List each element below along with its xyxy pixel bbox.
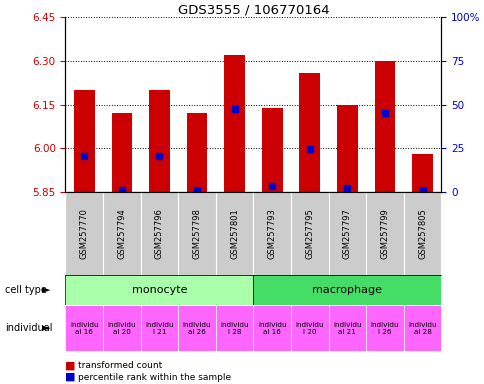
Bar	[365, 305, 403, 351]
Bar	[65, 192, 103, 275]
Text: individu
al 26: individu al 26	[182, 322, 211, 335]
Text: macrophage: macrophage	[312, 285, 381, 295]
Bar	[186, 113, 207, 192]
Bar	[178, 305, 215, 351]
Bar	[253, 192, 290, 275]
Text: GSM257793: GSM257793	[267, 208, 276, 259]
Bar	[365, 192, 403, 275]
Text: GSM257805: GSM257805	[417, 208, 426, 259]
Bar	[149, 90, 169, 192]
Bar	[65, 305, 103, 351]
Bar	[411, 154, 432, 192]
Text: GSM257801: GSM257801	[229, 208, 239, 259]
Bar	[224, 55, 244, 192]
Text: GSM257794: GSM257794	[117, 208, 126, 259]
Bar	[403, 305, 440, 351]
Text: GSM257795: GSM257795	[304, 208, 314, 259]
Bar	[103, 305, 140, 351]
Bar	[253, 305, 290, 351]
Bar	[65, 275, 253, 305]
Bar	[336, 105, 357, 192]
Text: individu
l 28: individu l 28	[220, 322, 248, 335]
Text: monocyte: monocyte	[132, 285, 187, 295]
Text: ►: ►	[42, 323, 50, 333]
Bar	[290, 192, 328, 275]
Bar	[140, 192, 178, 275]
Bar	[261, 108, 282, 192]
Bar	[374, 61, 394, 192]
Text: individu
al 16: individu al 16	[257, 322, 286, 335]
Text: percentile rank within the sample: percentile rank within the sample	[77, 372, 230, 382]
Bar	[299, 73, 319, 192]
Text: GSM257799: GSM257799	[379, 208, 389, 259]
Text: GSM257798: GSM257798	[192, 208, 201, 259]
Bar	[103, 192, 140, 275]
Title: GDS3555 / 106770164: GDS3555 / 106770164	[177, 3, 329, 16]
Text: individu
l 21: individu l 21	[145, 322, 173, 335]
Text: GSM257770: GSM257770	[79, 208, 89, 259]
Text: individu
al 21: individu al 21	[333, 322, 361, 335]
Text: ■: ■	[65, 361, 76, 371]
Text: cell type: cell type	[5, 285, 46, 295]
Bar	[253, 275, 440, 305]
Text: individu
l 26: individu l 26	[370, 322, 398, 335]
Text: individu
l 20: individu l 20	[295, 322, 323, 335]
Bar	[215, 305, 253, 351]
Text: individual: individual	[5, 323, 52, 333]
Bar	[403, 192, 440, 275]
Bar	[74, 90, 94, 192]
Text: individu
al 16: individu al 16	[70, 322, 98, 335]
Text: GSM257797: GSM257797	[342, 208, 351, 259]
Text: ■: ■	[65, 372, 76, 382]
Bar	[178, 192, 215, 275]
Bar	[290, 305, 328, 351]
Text: GSM257796: GSM257796	[154, 208, 164, 259]
Bar	[111, 113, 132, 192]
Text: transformed count: transformed count	[77, 361, 162, 370]
Bar	[328, 192, 365, 275]
Bar	[328, 305, 365, 351]
Bar	[215, 192, 253, 275]
Text: individu
al 20: individu al 20	[107, 322, 136, 335]
Text: individu
al 28: individu al 28	[408, 322, 436, 335]
Text: ►: ►	[42, 285, 50, 295]
Bar	[140, 305, 178, 351]
